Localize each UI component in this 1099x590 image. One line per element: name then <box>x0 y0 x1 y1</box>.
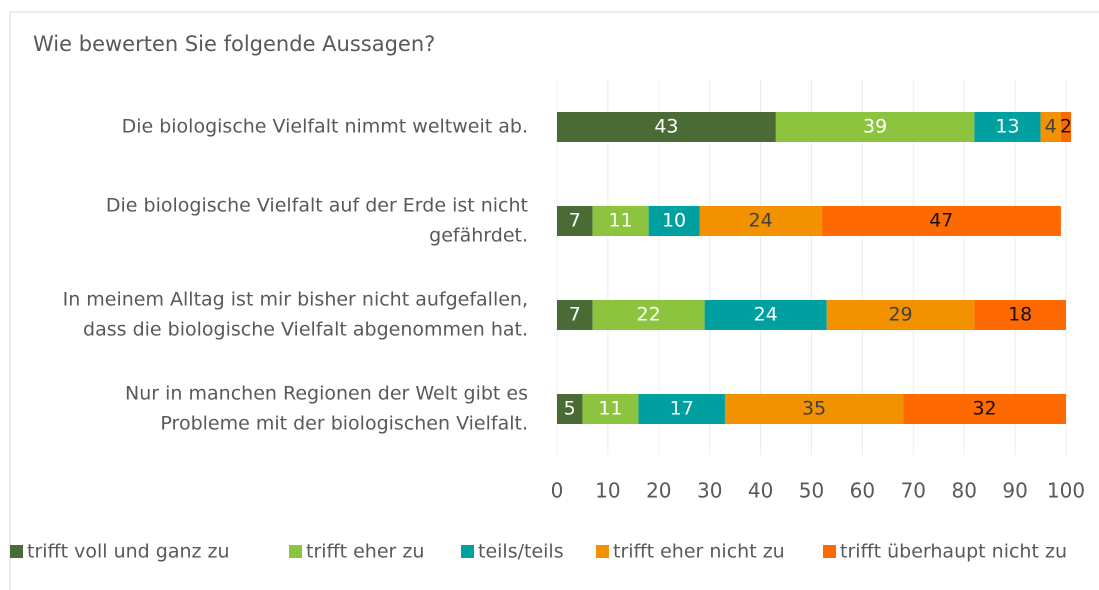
bar-segment <box>775 112 975 142</box>
legend-swatch <box>289 545 302 558</box>
data-label: 17 <box>670 398 694 420</box>
bar-segment <box>557 112 776 142</box>
bar-segment <box>724 394 904 424</box>
bar-segment <box>557 394 583 424</box>
category-label: Die biologische Vielfalt auf der Erde is… <box>106 195 528 217</box>
data-label: 24 <box>754 304 778 326</box>
data-label: 29 <box>888 304 912 326</box>
x-tick-label: 0 <box>551 479 564 503</box>
x-tick-label: 30 <box>697 479 722 503</box>
bar-segment <box>648 206 700 236</box>
category-label: gefährdet. <box>429 225 528 247</box>
data-label: 5 <box>564 398 576 420</box>
chart-border <box>9 11 1099 590</box>
bar-segment <box>592 206 649 236</box>
data-label: 13 <box>995 116 1019 138</box>
data-label: 18 <box>1008 304 1032 326</box>
category-label: Nur in manchen Regionen der Welt gibt es <box>125 383 528 405</box>
x-tick-label: 100 <box>1047 479 1085 503</box>
x-tick-label: 90 <box>1002 479 1027 503</box>
legend-swatch <box>596 545 609 558</box>
data-label: 47 <box>929 210 953 232</box>
data-label: 32 <box>972 398 996 420</box>
bar-segment <box>821 206 1061 236</box>
data-label: 7 <box>569 210 581 232</box>
legend-label: teils/teils <box>478 541 564 563</box>
x-tick-label: 50 <box>799 479 824 503</box>
bar-segment <box>974 112 1041 142</box>
category-label: dass die biologische Vielfalt abgenommen… <box>83 319 528 341</box>
legend-swatch <box>10 545 23 558</box>
x-tick-label: 10 <box>595 479 620 503</box>
legend-swatch <box>823 545 836 558</box>
x-tick-label: 70 <box>901 479 926 503</box>
data-label: 39 <box>863 116 887 138</box>
bar-segment <box>638 394 725 424</box>
data-label: 43 <box>654 116 678 138</box>
data-label: 4 <box>1045 116 1057 138</box>
category-label: Die biologische Vielfalt nimmt weltweit … <box>122 116 528 138</box>
category-label: Probleme mit der biologischen Vielfalt. <box>160 413 528 435</box>
bar-segment <box>704 300 827 330</box>
x-tick-label: 20 <box>646 479 671 503</box>
data-label: 22 <box>637 304 661 326</box>
legend-label: trifft eher zu <box>306 541 424 563</box>
x-tick-label: 40 <box>748 479 773 503</box>
data-label: 35 <box>802 398 826 420</box>
legend-label: trifft eher nicht zu <box>613 541 785 563</box>
data-label: 2 <box>1060 116 1072 138</box>
chart-title: Wie bewerten Sie folgende Aussagen? <box>33 32 435 56</box>
bar-segment <box>699 206 822 236</box>
bar-segment <box>826 300 975 330</box>
bar-segment <box>592 300 705 330</box>
bar-segment <box>557 206 593 236</box>
data-label: 7 <box>569 304 581 326</box>
bar-segment <box>557 300 593 330</box>
x-tick-label: 60 <box>850 479 875 503</box>
bar-segment <box>974 300 1066 330</box>
data-label: 10 <box>662 210 686 232</box>
category-label: In meinem Alltag ist mir bisher nicht au… <box>63 289 528 311</box>
bar-segment <box>1060 112 1072 142</box>
legend-swatch <box>461 545 474 558</box>
bar-segment <box>582 394 639 424</box>
bar-segment <box>903 394 1066 424</box>
data-label: 24 <box>749 210 773 232</box>
data-label: 11 <box>598 398 622 420</box>
bar-segment <box>1040 112 1061 142</box>
legend-label: trifft überhaupt nicht zu <box>840 541 1067 563</box>
data-label: 11 <box>609 210 633 232</box>
legend-label: trifft voll und ganz zu <box>27 541 230 563</box>
x-tick-label: 80 <box>951 479 976 503</box>
